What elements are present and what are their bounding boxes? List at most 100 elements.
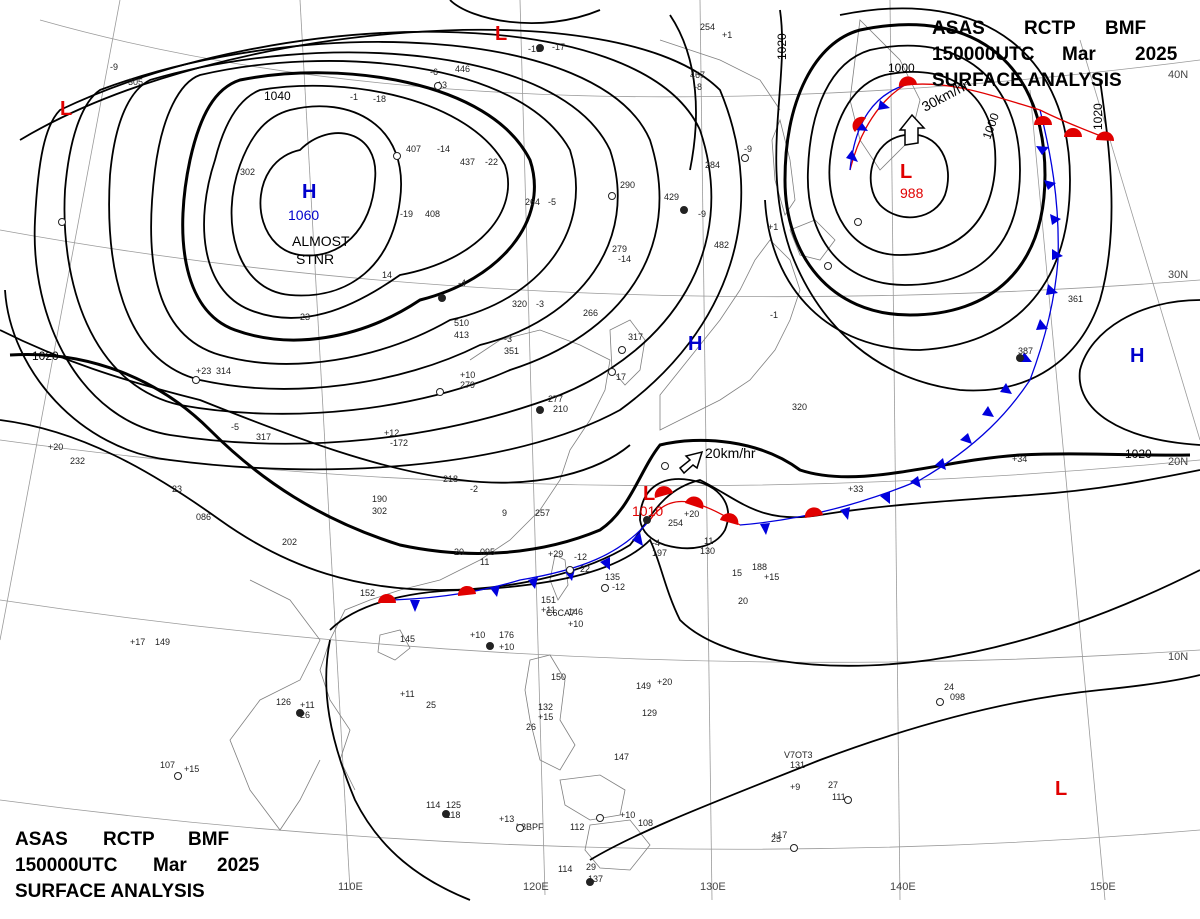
station-circle-icon (536, 44, 544, 52)
station-value: +1 (768, 222, 778, 232)
station-circle-icon (192, 376, 200, 384)
station-value: +23 (196, 366, 211, 376)
station-value: 467 (690, 70, 705, 80)
station-value: -9 (744, 144, 752, 154)
station-value: 190 (372, 494, 387, 504)
coast-sakhalin (771, 118, 796, 216)
system-letter: H (302, 181, 316, 203)
station-value: 279 (460, 380, 475, 390)
system-letter: L (1055, 778, 1067, 800)
station-value: 446 (455, 64, 470, 74)
station-value: 098 (950, 692, 965, 702)
station-value: -3 (504, 334, 512, 344)
station-value: 149 (636, 681, 651, 691)
station-value: +12 (384, 428, 399, 438)
station-value: 149 (155, 637, 170, 647)
station-circle-icon (586, 878, 594, 886)
station-value: 317 (256, 432, 271, 442)
coast-kamchatka (849, 19, 921, 171)
station-value: 429 (664, 192, 679, 202)
station-value: +13 (499, 814, 514, 824)
station-value: -14 (618, 254, 631, 264)
station-value: +10 (470, 630, 485, 640)
station-value: -17 (552, 42, 565, 52)
station-value: 137 (588, 874, 603, 884)
station-value: 264 (525, 197, 540, 207)
parallel-30n (0, 229, 1200, 298)
axis-labels: 110E 120E 130E 140E 150E 40N 30N 20N 10N (338, 69, 1188, 893)
parallel-40n (39, 19, 1200, 98)
station-value: +9 (790, 782, 800, 792)
isobar (63, 41, 661, 415)
station-value: 22 (580, 564, 590, 574)
isobar (230, 105, 402, 297)
station-value: 188 (752, 562, 767, 572)
cold-front-triangle (410, 600, 420, 612)
cold-front-triangle (600, 557, 610, 570)
station-value: 151 (541, 595, 556, 605)
station-circle-icon (58, 218, 66, 226)
warm-front-semicircle (378, 594, 396, 603)
station-value: 14 (382, 270, 392, 280)
header-code: BMF (1105, 18, 1146, 39)
cold-front-triangle (840, 507, 850, 520)
isobar (669, 14, 697, 171)
cold-front-triangle (880, 491, 890, 504)
station-value: -19 (400, 209, 413, 219)
station-value: -9 (698, 209, 706, 219)
cold-front-triangle (490, 585, 500, 597)
station-value: 114 (558, 864, 572, 874)
station-value: +20 (684, 509, 699, 519)
station-circle-icon (393, 152, 401, 160)
station-value: 413 (454, 330, 469, 340)
lat-label: 40N (1168, 69, 1188, 81)
station-value: 320 (512, 299, 527, 309)
header-top: ASAS RCTP BMF 150000UTC Mar 2025 SURFACE… (932, 18, 1178, 91)
system-letter: L (495, 23, 507, 45)
isobar-1020b (775, 9, 1113, 392)
isobar (329, 538, 1200, 667)
isobar (589, 674, 1200, 861)
system-note: ALMOST (292, 233, 350, 249)
cold-front-triangle (910, 476, 921, 488)
station-value: 351 (504, 346, 519, 356)
station-value: 314 (216, 366, 231, 376)
station-value: +20 (657, 677, 672, 687)
cold-front-triangle (528, 577, 538, 589)
parallel-0 (0, 799, 1200, 850)
station-value: 202 (282, 537, 297, 547)
station-circle-icon (643, 516, 651, 524)
station-circle-icon (608, 368, 616, 376)
coast-okhotsk (659, 39, 781, 111)
station-circle-icon (844, 796, 852, 804)
station-value: V7OT3 (784, 750, 813, 760)
station-value: 29 (586, 862, 596, 872)
station-value: -4 (458, 278, 466, 288)
station-value: 176 (499, 630, 514, 640)
station-value: 125 (446, 800, 461, 810)
isobar (1078, 299, 1200, 446)
parallel-10n (0, 599, 1200, 663)
station-value: 132 (538, 702, 553, 712)
station-value: 290 (620, 180, 635, 190)
station-value: -5 (231, 422, 239, 432)
isobar-label: 1040 (264, 89, 291, 103)
station-value: +10 (620, 810, 635, 820)
station-value: +29 (548, 549, 563, 559)
system-note: STNR (296, 251, 334, 267)
station-value: 284 (705, 160, 720, 170)
station-value: +11 (300, 700, 315, 710)
station-value: -13 (528, 44, 541, 54)
isobar-label: 1000 (888, 61, 915, 75)
warm-front-semicircle (1096, 131, 1115, 141)
station-value: +10 (499, 642, 514, 652)
station-value: +15 (538, 712, 553, 722)
station-value: -18 (373, 94, 386, 104)
station-value: 302 (240, 167, 255, 177)
station-value: 25 (771, 834, 781, 844)
warm-front-semicircle (804, 507, 823, 518)
isobar (807, 44, 1021, 286)
station-value: -9 (110, 62, 118, 72)
